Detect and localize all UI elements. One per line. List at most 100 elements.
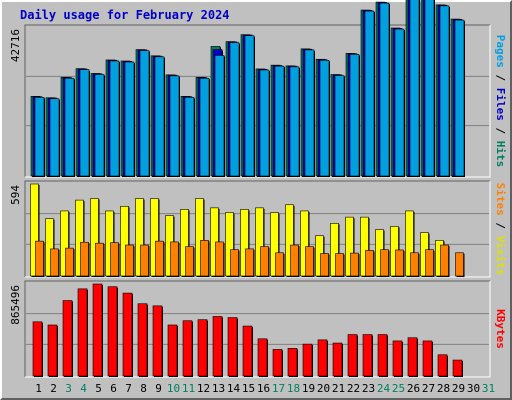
bar-pages-day-16 — [259, 69, 270, 177]
bar-visits-day-7 — [120, 206, 129, 277]
x-tick-label-1: 1 — [35, 382, 42, 395]
x-tick-label-11: 11 — [182, 382, 195, 395]
bar-visits-day-4 — [75, 199, 84, 277]
x-tick-label-22: 22 — [347, 382, 360, 395]
bar-pages-day-7 — [124, 61, 135, 177]
bar-sites-day-27 — [425, 249, 434, 277]
bar-visits-day-2 — [45, 218, 54, 277]
bar-kbytes-day-26 — [407, 337, 418, 377]
bar-sites-day-13 — [215, 241, 224, 277]
chart-title: Daily usage for February 2024 — [20, 8, 230, 22]
bar-sites-day-20 — [320, 253, 329, 277]
x-tick-label-5: 5 — [95, 382, 102, 395]
bar-pages-day-3 — [64, 77, 75, 177]
y-axis-label-part: Hits — [494, 141, 507, 168]
bar-kbytes-day-5 — [92, 283, 103, 377]
bar-kbytes-day-3 — [62, 300, 73, 377]
panel-border-shadow — [24, 180, 490, 277]
bar-pages-day-1 — [34, 97, 45, 177]
bar-visits-day-12 — [195, 198, 204, 277]
y-axis-label: Sites / Visits — [494, 183, 507, 276]
bar-visits-day-22 — [345, 216, 354, 277]
chart-panel-hits-files: 42716 Pages / Files / Hits — [9, 0, 507, 178]
bar-sites-day-4 — [80, 241, 89, 277]
y-axis-label-part: / — [494, 216, 507, 236]
y-axis-label-part: / — [494, 68, 507, 88]
bar-visits-day-8 — [135, 198, 144, 277]
bar-kbytes-day-22 — [347, 334, 358, 377]
x-tick-label-6: 6 — [110, 382, 117, 395]
x-tick-label-3: 3 — [65, 382, 72, 395]
panel-border-shadow — [24, 280, 490, 377]
x-tick-label-8: 8 — [140, 382, 147, 395]
bar-pages-day-20 — [319, 59, 330, 177]
bar-pages-day-22 — [349, 54, 360, 177]
bar-kbytes-day-12 — [197, 319, 208, 377]
x-tick-label-13: 13 — [212, 382, 225, 395]
bar-kbytes-day-4 — [77, 288, 88, 377]
bar-pages-day-29 — [454, 19, 465, 177]
bar-pages-day-8 — [139, 50, 150, 177]
bar-sites-day-18 — [290, 244, 299, 277]
bar-pages-day-12 — [199, 77, 210, 177]
y-axis-label-part: Pages — [494, 35, 507, 68]
bar-sites-day-29 — [455, 252, 464, 277]
bar-sites-day-16 — [260, 246, 269, 277]
x-tick-label-24: 24 — [377, 382, 391, 395]
x-tick-label-31: 31 — [482, 382, 495, 395]
bar-visits-day-17 — [270, 212, 279, 277]
x-tick-label-4: 4 — [80, 382, 87, 395]
x-tick-label-23: 23 — [362, 382, 375, 395]
bar-kbytes-day-16 — [257, 338, 268, 377]
x-tick-label-21: 21 — [332, 382, 345, 395]
x-tick-label-9: 9 — [155, 382, 162, 395]
bar-pages-day-21 — [334, 75, 345, 177]
bar-sites-day-14 — [230, 249, 239, 277]
bar-kbytes-day-18 — [287, 348, 298, 377]
bar-pages-day-24 — [379, 2, 390, 177]
bar-sites-day-15 — [245, 248, 254, 277]
x-tick-label-19: 19 — [302, 382, 315, 395]
bar-kbytes-day-28 — [437, 354, 448, 377]
bar-visits-day-23 — [360, 216, 369, 277]
panel-border-light — [25, 281, 491, 378]
bar-kbytes-day-11 — [182, 320, 193, 377]
bar-kbytes-day-25 — [392, 340, 403, 377]
panel-border-shadow — [24, 24, 490, 177]
bar-pages-day-23 — [364, 10, 375, 177]
x-tick-label-15: 15 — [242, 382, 255, 395]
x-tick-label-14: 14 — [227, 382, 241, 395]
y-max-label: 865496 — [9, 285, 22, 325]
bar-kbytes-day-10 — [167, 324, 178, 377]
bar-kbytes-day-24 — [377, 334, 388, 377]
y-axis-label: Pages / Files / Hits — [494, 35, 507, 168]
bar-pages-day-9 — [154, 56, 165, 177]
bar-pages-day-19 — [304, 49, 315, 177]
bar-kbytes-day-23 — [362, 334, 373, 377]
bar-kbytes-day-17 — [272, 349, 283, 377]
bar-pages-day-25 — [394, 28, 405, 177]
bar-kbytes-day-7 — [122, 292, 133, 377]
bar-pages-day-6 — [109, 60, 120, 177]
bar-sites-day-9 — [155, 240, 164, 277]
bar-sites-day-7 — [125, 244, 134, 277]
chart-panel-kbytes: 865496 KBytes — [9, 280, 507, 378]
panel-border-light — [25, 181, 491, 278]
x-tick-label-7: 7 — [125, 382, 132, 395]
bar-kbytes-day-15 — [242, 325, 253, 377]
bar-sites-day-22 — [350, 252, 359, 277]
y-axis-label: KBytes — [494, 309, 507, 349]
bar-sites-day-6 — [110, 242, 119, 277]
y-axis-label-part: Sites — [494, 183, 507, 216]
bar-pages-day-28 — [439, 5, 450, 177]
bar-visits-day-19 — [300, 210, 309, 277]
bar-sites-day-5 — [95, 242, 104, 277]
bar-visits-day-9 — [150, 198, 159, 277]
bar-sites-day-19 — [305, 246, 314, 277]
x-tick-label-26: 26 — [407, 382, 420, 395]
bar-pages-day-27 — [424, 0, 435, 177]
x-tick-label-17: 17 — [272, 382, 285, 395]
bar-sites-day-10 — [170, 241, 179, 277]
bar-visits-day-26 — [405, 210, 414, 277]
